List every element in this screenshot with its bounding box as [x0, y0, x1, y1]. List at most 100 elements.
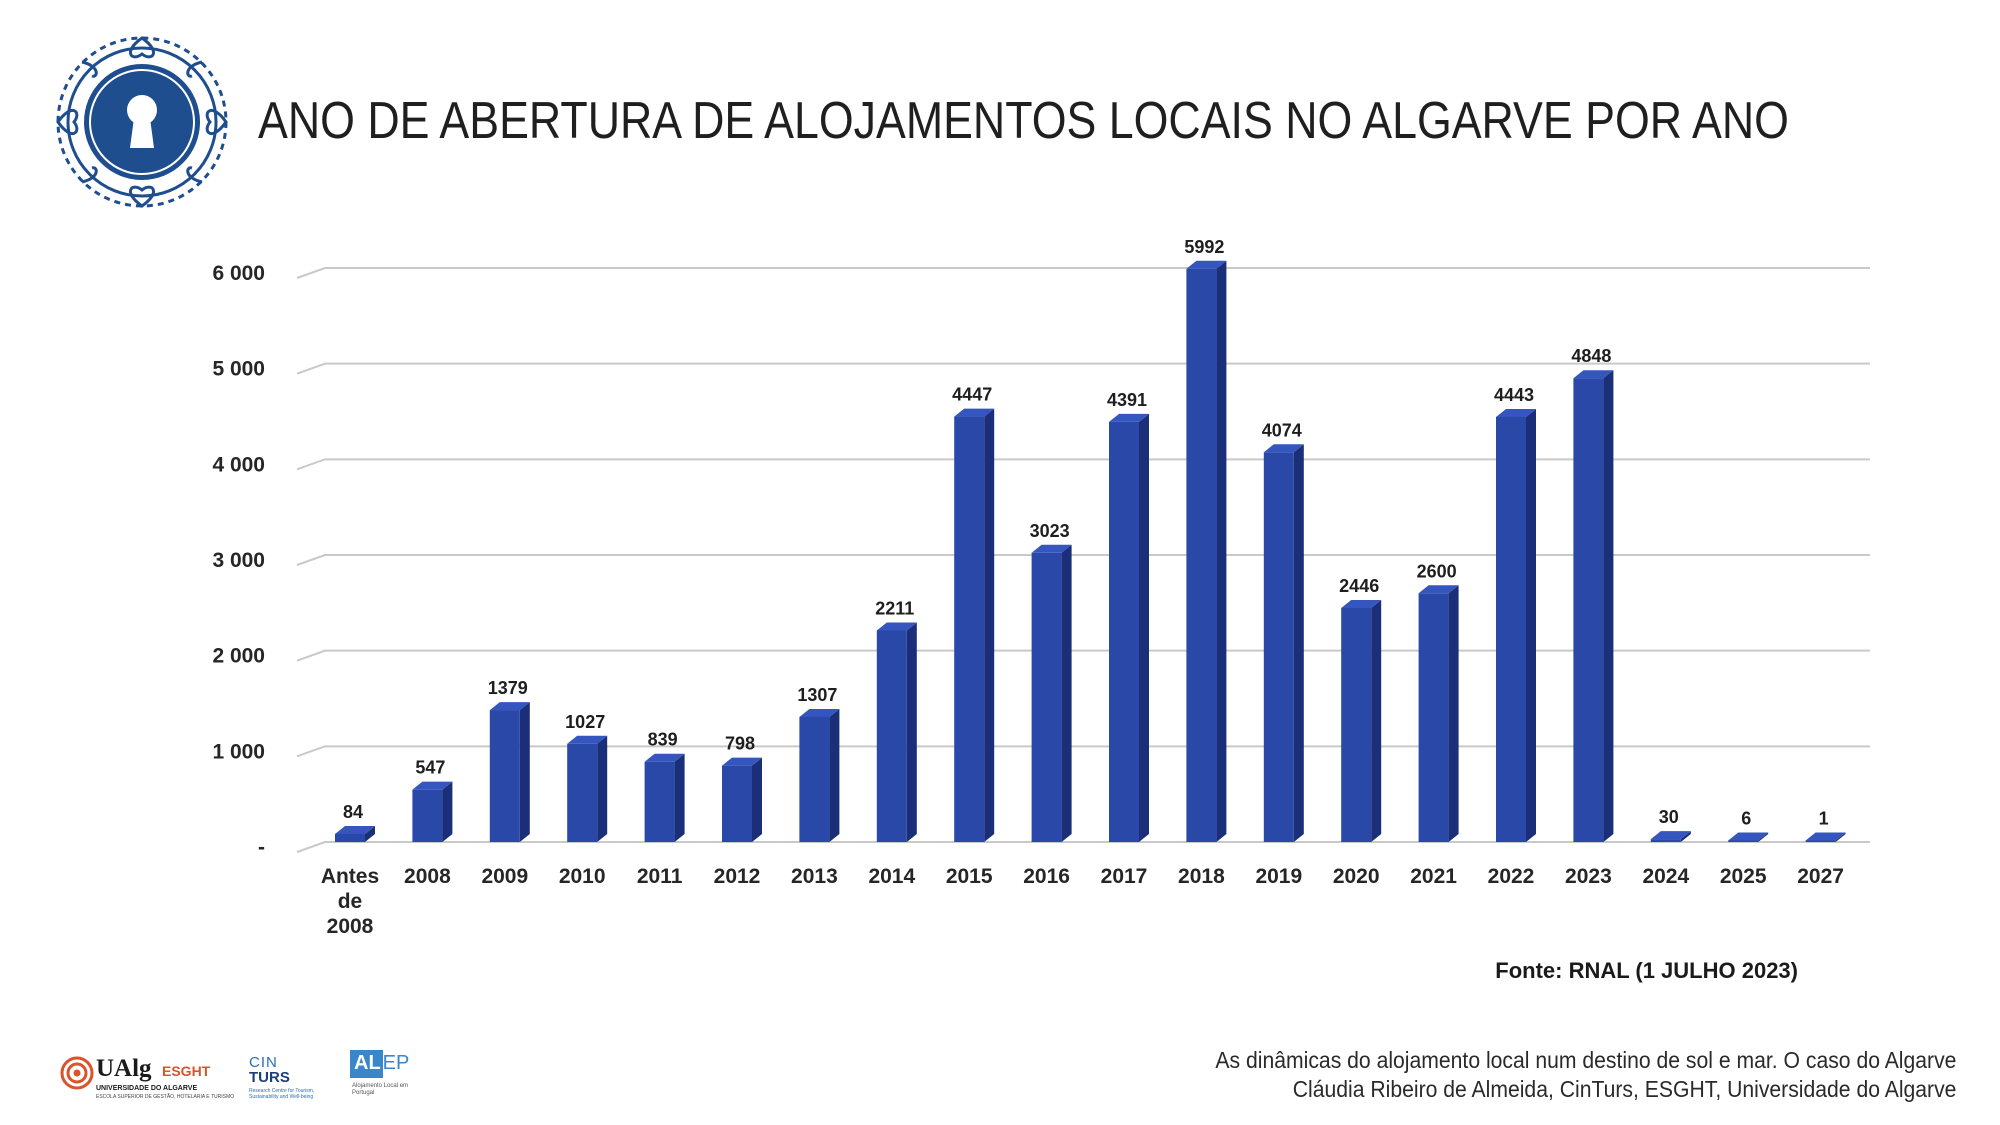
bar-side-face: [442, 781, 453, 842]
bar-side-face: [829, 708, 840, 842]
bar-front-face: [1109, 421, 1139, 842]
bar-top-face: [1109, 413, 1149, 422]
bar: [1263, 444, 1304, 842]
bar-front-face: [1728, 840, 1759, 842]
bar-top-face: [876, 622, 917, 631]
bar: [1109, 413, 1149, 842]
bar-side-face: [1061, 544, 1072, 842]
bar-front-face: [644, 761, 675, 842]
bar: [644, 753, 685, 842]
y-tick-label: 6 000: [212, 262, 265, 285]
data-label: 4074: [1262, 420, 1302, 440]
bar-front-face: [1805, 840, 1836, 842]
bar-front-face: [412, 789, 443, 842]
bar-front-face: [335, 833, 365, 842]
bar-front-face: [1418, 593, 1449, 842]
bar: [1186, 260, 1227, 842]
bar-side-face: [1835, 832, 1846, 842]
bar: [722, 757, 762, 842]
bar-front-face: [799, 716, 830, 842]
bar-side-face: [365, 825, 375, 842]
bar-top-face: [1031, 544, 1072, 553]
gridline: [296, 362, 1870, 375]
alep-logo-subtitle: Alojamento Local em Portugal: [352, 1083, 409, 1096]
bar-top-face: [1341, 599, 1382, 608]
bar-side-face: [906, 622, 917, 842]
data-label: 4447: [952, 385, 992, 405]
x-tick-label: Antes de 2008: [321, 865, 379, 938]
bar: [954, 408, 995, 842]
bar-front-face: [1341, 607, 1372, 842]
bar-side-face: [1758, 832, 1769, 842]
bar-top-face: [1573, 370, 1614, 379]
bar-side-face: [1293, 444, 1304, 842]
gridline: [296, 458, 1870, 471]
citation-title: As dinâmicas do alojamento local num des…: [1214, 1047, 1956, 1073]
bar-top-face: [954, 408, 995, 417]
x-tick-label: 2027: [1797, 865, 1844, 888]
bar-front-face: [1650, 839, 1681, 842]
x-tick-label: 2012: [714, 865, 761, 888]
alep-logo: AL EP Alojamento Local em Portugal: [350, 1050, 428, 1106]
data-label: 1307: [797, 685, 837, 705]
x-tick-label: 2018: [1178, 865, 1225, 888]
data-label: 3023: [1030, 521, 1070, 541]
cinturs-logo-subtitle: Research Centre for Tourism, Sustainabil…: [249, 1088, 315, 1100]
data-label: 4391: [1107, 390, 1147, 410]
bar: [876, 622, 917, 842]
bar: [1573, 370, 1614, 842]
ualg-esght-logo: UAlg ESGHT UNIVERSIDADE DO ALGARVE ESCOL…: [60, 1050, 240, 1106]
gridline: [296, 554, 1870, 566]
x-tick-label: 2011: [637, 865, 683, 888]
bar-side-face: [674, 753, 685, 842]
data-label: 6: [1741, 809, 1751, 829]
bar: [1805, 832, 1846, 842]
y-tick-label: 5 000: [212, 358, 265, 381]
data-label: 798: [725, 734, 755, 754]
bar: [1650, 831, 1691, 842]
bar-front-face: [1573, 378, 1604, 842]
y-tick-label: 1 000: [212, 740, 265, 763]
data-label: 5992: [1184, 237, 1224, 257]
gridline: [296, 267, 1870, 279]
bar-side-face: [1526, 408, 1536, 842]
source-note: Fonte: RNAL (1 JULHO 2023): [1495, 958, 1798, 983]
bar-top-face: [1805, 832, 1846, 841]
bar: [1418, 585, 1459, 842]
bar-side-face: [519, 702, 530, 842]
alep-logo-rest: EP: [382, 1052, 410, 1074]
data-label: 839: [648, 730, 678, 750]
x-tick-label: 2025: [1720, 865, 1767, 888]
x-tick-label: 2019: [1255, 865, 1302, 888]
keyhole-ornament-icon: [52, 32, 232, 212]
gridline: [296, 745, 1870, 758]
x-tick-label: 2023: [1565, 865, 1612, 888]
x-tick-label: 2017: [1101, 865, 1148, 888]
gridline: [296, 649, 1870, 662]
x-tick-label: 2014: [868, 865, 915, 888]
bar-top-face: [644, 753, 685, 762]
bar-top-face: [335, 825, 375, 834]
x-tick-label: 2024: [1642, 865, 1689, 888]
x-tick-label: 2008: [404, 865, 451, 888]
bar-top-face: [567, 735, 608, 744]
bar: [412, 781, 453, 842]
bar-top-face: [1728, 832, 1769, 841]
bar: [489, 702, 530, 842]
bar-top-face: [1418, 585, 1459, 594]
x-tick-label: 2009: [481, 865, 528, 888]
cinturs-logo-bottom: TURS: [249, 1069, 290, 1086]
data-label: 4443: [1494, 385, 1534, 405]
bar-front-face: [954, 416, 985, 842]
bar-front-face: [876, 630, 907, 842]
bar-top-face: [722, 757, 762, 766]
alep-logo-mark: AL: [350, 1050, 383, 1078]
bar-side-face: [984, 408, 995, 842]
data-label: 2446: [1339, 576, 1379, 596]
bar: [1341, 599, 1382, 842]
bar-side-face: [1139, 413, 1149, 842]
bar-side-face: [597, 735, 608, 842]
bar: [335, 825, 375, 842]
bar-front-face: [1031, 552, 1062, 842]
